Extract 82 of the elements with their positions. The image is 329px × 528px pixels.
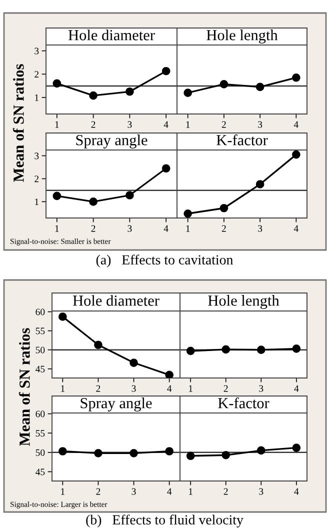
point bbox=[162, 164, 170, 173]
y-axis-title: Mean of SN ratios bbox=[18, 328, 30, 446]
point bbox=[52, 192, 62, 200]
y-tick-label: 1 bbox=[35, 94, 38, 101]
point bbox=[220, 80, 228, 88]
x-tick-label: 2 bbox=[96, 385, 100, 392]
x-tick-label: 4 bbox=[164, 225, 168, 232]
point bbox=[165, 370, 174, 378]
chart-title: Hole diameter bbox=[72, 295, 160, 306]
y-tick-label: 60 bbox=[36, 308, 45, 316]
point bbox=[186, 452, 195, 460]
x-tick-label: 2 bbox=[224, 385, 228, 392]
x-tick-label: 1 bbox=[55, 121, 59, 128]
point bbox=[94, 340, 102, 350]
point bbox=[52, 79, 62, 88]
x-tick-label: 3 bbox=[128, 225, 132, 232]
x-tick-label: 3 bbox=[259, 385, 264, 392]
x-tick-label: 3 bbox=[132, 385, 136, 392]
x-tick-label: 2 bbox=[91, 121, 96, 128]
x-tick-label: 1 bbox=[189, 385, 192, 392]
chart-title: Hole diameter bbox=[68, 30, 155, 40]
x-tick-label: 1 bbox=[186, 121, 190, 128]
x-tick-label: 3 bbox=[259, 488, 264, 495]
text: (b) Effects to fluid velocity bbox=[86, 514, 244, 528]
point bbox=[220, 204, 228, 212]
x-tick-label: 2 bbox=[96, 488, 100, 495]
y-axis-title: Mean of SN ratios bbox=[12, 64, 24, 182]
text: (a) Effects to cavitation bbox=[96, 254, 233, 268]
y-tick-label: 55 bbox=[36, 328, 45, 334]
chart-title: Spray angle bbox=[76, 134, 148, 148]
y-tick-label: 50 bbox=[36, 346, 45, 354]
x-tick-label: 1 bbox=[61, 385, 65, 392]
point bbox=[58, 312, 67, 321]
y-tick-label: 50 bbox=[36, 449, 45, 456]
y-tick-label: 55 bbox=[36, 430, 45, 437]
chart-title: K-factor bbox=[218, 397, 270, 408]
point bbox=[184, 88, 192, 97]
x-tick-label: 3 bbox=[258, 121, 262, 128]
y-tick-label: 3 bbox=[34, 48, 39, 54]
x-tick-label: 3 bbox=[258, 225, 262, 232]
y-tick-label: 2 bbox=[34, 71, 39, 78]
x-tick-label: 4 bbox=[167, 488, 172, 495]
x-tick-label: 2 bbox=[222, 225, 226, 232]
point bbox=[126, 191, 134, 200]
x-tick-label: 2 bbox=[224, 488, 228, 495]
x-tick-label: 2 bbox=[91, 225, 96, 232]
x-tick-label: 2 bbox=[222, 121, 226, 128]
point bbox=[162, 66, 170, 76]
chart-title: K-factor bbox=[216, 134, 268, 146]
point bbox=[292, 150, 300, 159]
y-tick-label: 45 bbox=[36, 468, 45, 476]
y-tick-label: 3 bbox=[34, 152, 39, 160]
y-tick-label: 1 bbox=[35, 198, 38, 206]
point bbox=[222, 450, 230, 460]
point bbox=[126, 87, 134, 96]
x-tick-label: 3 bbox=[132, 488, 136, 495]
point bbox=[89, 91, 98, 100]
y-tick-label: 60 bbox=[36, 410, 45, 418]
point bbox=[89, 198, 98, 206]
chart-title: Spray angle bbox=[80, 398, 152, 412]
point bbox=[256, 82, 264, 92]
chart-title: Hole length bbox=[206, 30, 278, 44]
y-tick-label: 2 bbox=[34, 176, 39, 182]
x-tick-label: 3 bbox=[128, 121, 132, 128]
point bbox=[256, 180, 264, 188]
point bbox=[130, 358, 138, 367]
point bbox=[292, 73, 300, 82]
point bbox=[184, 209, 192, 218]
x-tick-label: 1 bbox=[55, 225, 59, 232]
x-tick-label: 1 bbox=[61, 488, 65, 495]
y-tick-label: 45 bbox=[36, 366, 45, 372]
x-tick-label: 4 bbox=[294, 225, 298, 232]
x-tick-label: 4 bbox=[294, 488, 299, 495]
x-tick-label: 4 bbox=[167, 385, 172, 392]
x-tick-label: 4 bbox=[294, 121, 298, 128]
point bbox=[292, 444, 301, 452]
x-tick-label: 1 bbox=[186, 225, 190, 232]
point bbox=[256, 446, 266, 455]
x-tick-label: 4 bbox=[164, 121, 168, 128]
x-tick-label: 4 bbox=[294, 385, 299, 392]
chart-title: Hole length bbox=[208, 295, 280, 309]
x-tick-label: 1 bbox=[189, 488, 192, 495]
